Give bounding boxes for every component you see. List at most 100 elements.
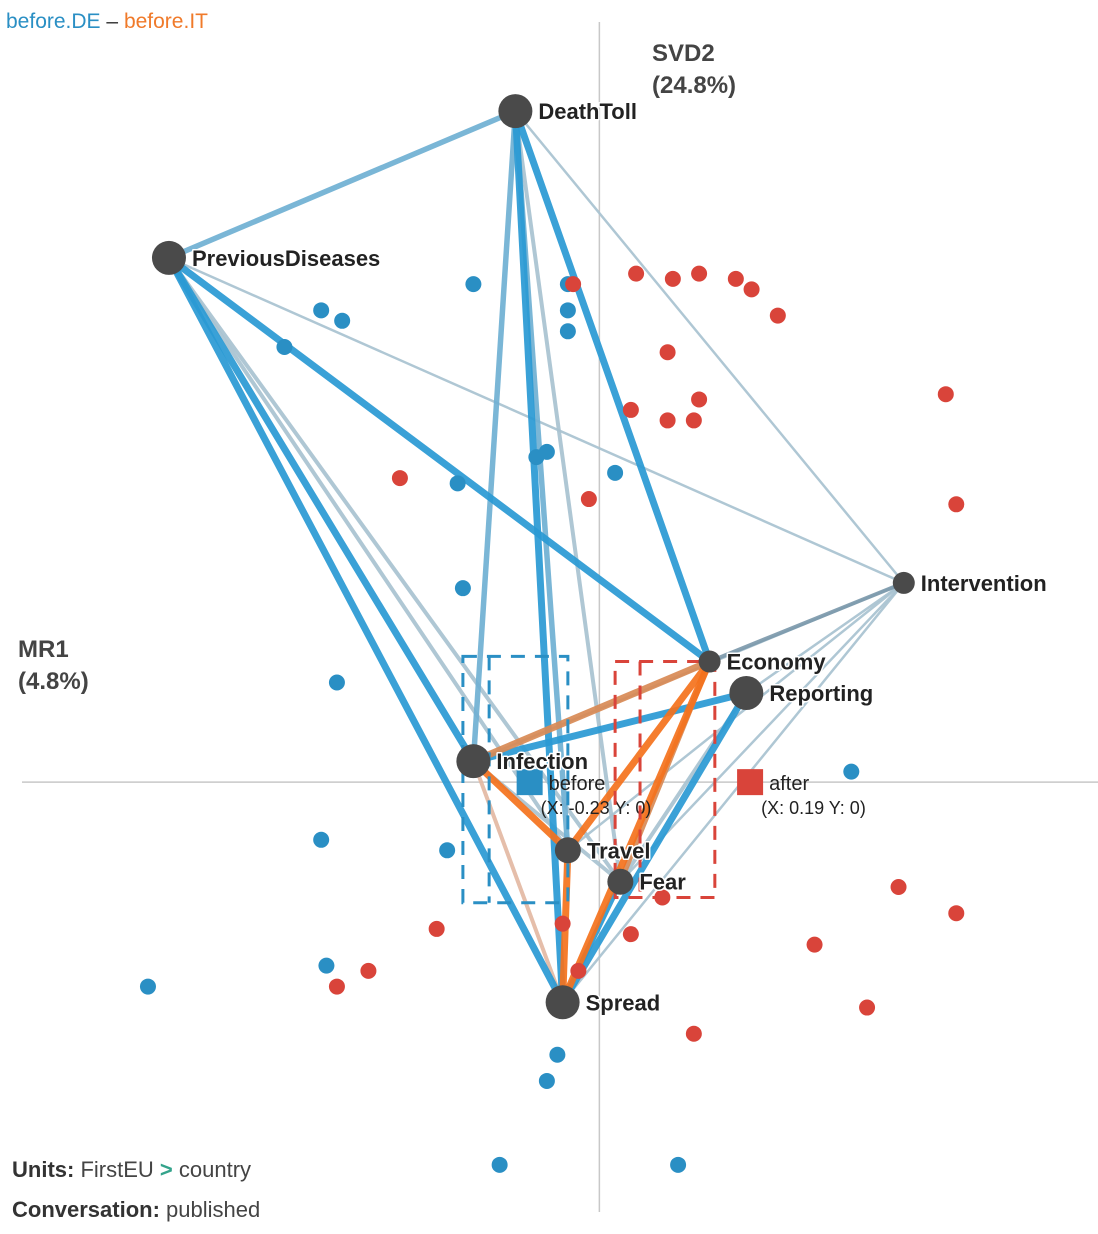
after-point xyxy=(554,915,571,932)
before-mean-marker xyxy=(516,769,543,796)
after-point xyxy=(328,978,345,995)
node-travel xyxy=(554,837,581,864)
after-point xyxy=(691,391,708,408)
edge-economy-infection xyxy=(469,658,714,765)
before-point xyxy=(607,464,624,481)
before-point xyxy=(313,831,330,848)
edge-previous-diseases-economy xyxy=(165,254,714,666)
before-point xyxy=(538,1072,555,1089)
title-group-b: before.IT xyxy=(123,10,208,33)
after-point xyxy=(743,281,760,298)
edge-death-toll-infection xyxy=(470,108,519,764)
node-label-intervention: Intervention xyxy=(921,571,1047,596)
before-point xyxy=(491,1156,508,1173)
after-point xyxy=(659,412,676,429)
after-point xyxy=(659,344,676,361)
after-point xyxy=(727,270,744,287)
node-label-reporting: Reporting xyxy=(769,681,873,706)
before-point xyxy=(313,302,330,319)
units-b: country xyxy=(178,1157,252,1182)
after-range-box xyxy=(613,660,717,899)
y-axis-name: SVD2 xyxy=(652,40,715,67)
before-point xyxy=(439,842,456,859)
chart-title: before.DE – before.IT xyxy=(6,10,208,34)
node-death-toll xyxy=(498,94,533,129)
edge-death-toll-economy xyxy=(511,107,714,666)
before-point xyxy=(139,978,156,995)
conversation-key: Conversation: xyxy=(12,1197,160,1222)
after-point xyxy=(859,999,876,1016)
node-label-travel: Travel xyxy=(587,838,651,863)
points-layer xyxy=(139,265,965,1173)
after-point xyxy=(890,878,907,895)
after-point xyxy=(628,265,645,282)
before-mean-coords: (X: -0.23 Y: 0) xyxy=(541,798,652,818)
edge-death-toll-fear xyxy=(513,109,623,884)
edge-death-toll-previous-diseases xyxy=(166,108,519,261)
before-point xyxy=(328,674,345,691)
after-point xyxy=(428,920,445,937)
edge-reporting-spread xyxy=(559,689,750,1006)
node-intervention xyxy=(892,571,915,594)
before-point xyxy=(454,580,471,597)
node-label-economy: Economy xyxy=(727,650,827,675)
after-point xyxy=(622,401,639,418)
after-point xyxy=(769,307,786,324)
y-axis-label: SVD2 (24.8%) xyxy=(652,38,736,102)
after-mean-coords: (X: 0.19 Y: 0) xyxy=(761,798,866,818)
before-point xyxy=(559,302,576,319)
before-point xyxy=(318,957,335,974)
units-a: FirstEU xyxy=(80,1157,154,1182)
after-mean-marker xyxy=(737,769,764,796)
x-axis-name: MR1 xyxy=(18,636,69,663)
edge-death-toll-spread xyxy=(511,107,567,1006)
after-point xyxy=(948,905,965,922)
conversation-line: Conversation: published xyxy=(12,1197,260,1223)
before-point xyxy=(549,1046,566,1063)
node-infection xyxy=(456,744,491,779)
before-range-box xyxy=(461,654,570,905)
node-layer: DeathToll PreviousDiseases Intervention Eco… xyxy=(151,94,1048,1020)
edge-intervention-economy xyxy=(707,580,906,664)
title-group-a: before.DE xyxy=(6,10,101,33)
after-point xyxy=(580,491,597,508)
before-point xyxy=(559,323,576,340)
node-reporting xyxy=(729,676,764,711)
node-label-previous-diseases: PreviousDiseases xyxy=(192,246,380,271)
before-point xyxy=(465,276,482,293)
conversation-value: published xyxy=(166,1197,261,1222)
after-point xyxy=(685,412,702,429)
after-point xyxy=(622,926,639,943)
y-axis-pct: (24.8%) xyxy=(652,72,737,99)
node-spread xyxy=(545,985,580,1020)
before-point xyxy=(538,443,555,460)
edge-previous-diseases-infection xyxy=(165,254,477,765)
after-point xyxy=(360,962,377,979)
edge-intervention-reporting xyxy=(745,581,906,695)
edge-economy-travel xyxy=(564,658,714,854)
units-key: Units: xyxy=(12,1157,75,1182)
edge-intervention-spread xyxy=(561,581,906,1004)
after-point xyxy=(664,270,681,287)
before-point xyxy=(843,763,860,780)
after-point xyxy=(565,276,582,293)
node-label-death-toll: DeathToll xyxy=(538,99,637,124)
x-axis-pct: (4.8%) xyxy=(18,668,89,695)
after-point xyxy=(570,962,587,979)
edge-previous-diseases-spread xyxy=(165,254,567,1006)
before-point xyxy=(334,312,351,329)
after-point xyxy=(691,265,708,282)
title-separator: – xyxy=(106,10,119,33)
x-axis-label: MR1 (4.8%) xyxy=(18,634,89,698)
after-point xyxy=(937,386,954,403)
after-point xyxy=(391,470,408,487)
units-line: Units: FirstEU > country xyxy=(12,1157,251,1183)
node-economy xyxy=(698,650,721,673)
edge-economy-spread xyxy=(559,658,714,1006)
node-label-fear: Fear xyxy=(639,870,686,895)
after-mean-label: after xyxy=(769,773,809,795)
edge-previous-diseases-fear xyxy=(166,255,623,884)
edge-infection-travel xyxy=(469,757,572,854)
after-point xyxy=(806,936,823,953)
